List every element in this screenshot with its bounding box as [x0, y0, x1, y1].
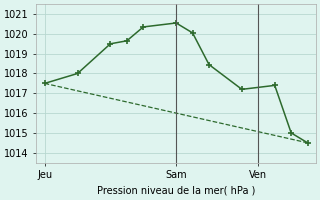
- X-axis label: Pression niveau de la mer( hPa ): Pression niveau de la mer( hPa ): [97, 186, 255, 196]
